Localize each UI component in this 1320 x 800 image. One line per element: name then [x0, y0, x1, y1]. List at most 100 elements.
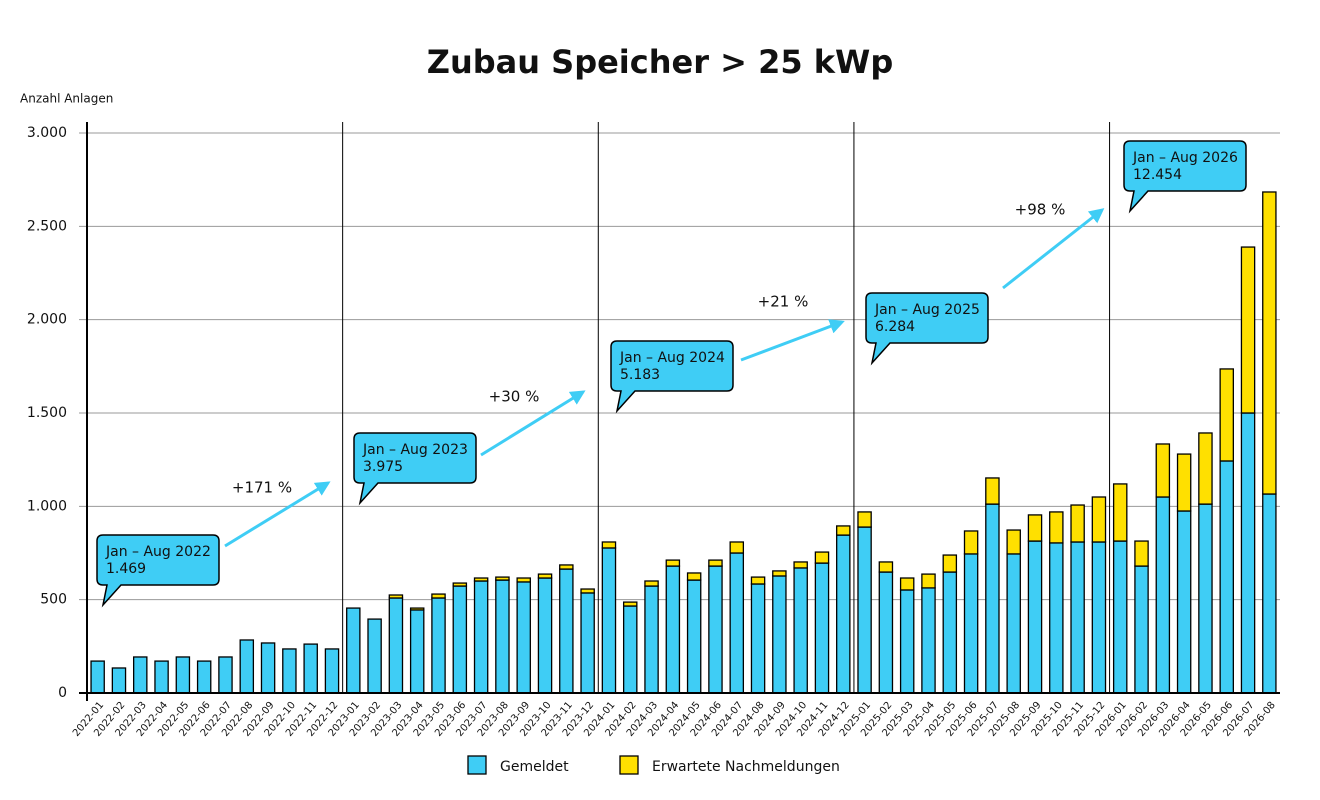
bar-segment [1027, 540, 1043, 694]
bar-segment [686, 572, 702, 581]
bar-segment [111, 667, 127, 694]
callout-total: 12.454 [1133, 167, 1182, 183]
bar-segment [175, 656, 191, 694]
bar-segment [1262, 191, 1277, 495]
bar-segment [452, 582, 468, 587]
bar-segment [857, 526, 872, 694]
bar-segment [495, 579, 510, 694]
chart-title: Zubau Speicher > 25 kWp [427, 43, 894, 81]
growth-arrow [1002, 208, 1105, 290]
bar-segment [1176, 453, 1192, 512]
bar-segment [1155, 443, 1171, 498]
legend-label: Gemeldet [500, 759, 569, 775]
bar-segment [921, 573, 936, 589]
bar-segment [388, 594, 404, 599]
callout [610, 340, 734, 414]
bar-segment [431, 593, 446, 599]
y-tick-label: 2.500 [27, 218, 67, 234]
bar-segment [580, 588, 595, 594]
bar-segment [346, 607, 361, 694]
bar-segment [1134, 565, 1149, 694]
bar-segment [303, 643, 318, 694]
y-tick-label: 1.000 [27, 498, 67, 514]
bar-segment [1070, 541, 1085, 694]
bar-segment [537, 573, 553, 579]
bar-segment [409, 609, 425, 694]
bar-segment [409, 607, 425, 611]
bar-segment [793, 567, 808, 694]
legend-swatch [467, 755, 487, 775]
bar-segment [1134, 540, 1149, 567]
bar-segment [750, 583, 766, 694]
callout-total: 3.975 [363, 459, 403, 475]
bar-segment [1091, 496, 1107, 543]
bar-segment [921, 587, 936, 694]
bar-segment [729, 541, 745, 554]
bar-segment [601, 541, 617, 549]
bar-segment [1049, 542, 1064, 694]
growth-arrow [740, 319, 845, 362]
y-tick-label: 1.500 [27, 405, 67, 421]
bar-segment [1219, 368, 1234, 462]
bar-segment [324, 648, 340, 694]
bar-segment [899, 577, 915, 591]
bar-segment [473, 577, 489, 582]
bar-segment [537, 577, 553, 694]
y-tick-label: 2.000 [27, 312, 67, 328]
bar-segment [878, 571, 894, 694]
growth-label: +98 % [1015, 201, 1066, 219]
callout [865, 292, 989, 366]
bar-segment [154, 660, 169, 694]
bar-segment [473, 580, 489, 694]
bar-segment [1112, 483, 1128, 542]
bar-segment [260, 642, 276, 694]
bar-segment [196, 660, 212, 694]
callout-title: Jan – Aug 2024 [619, 350, 725, 366]
bar-segment [495, 576, 510, 581]
bar-segment [1198, 503, 1213, 694]
bar-segment [1091, 541, 1107, 694]
bar-segment [985, 477, 1000, 505]
bar-segment [686, 579, 702, 694]
bar-segment [942, 571, 958, 694]
bar-segment [750, 576, 766, 585]
bar-segment [239, 639, 255, 694]
bar-segment [622, 605, 638, 694]
callout [353, 432, 477, 506]
bar-segment [1070, 504, 1085, 543]
bar-segment [516, 581, 531, 694]
bar-segment [644, 585, 659, 694]
bar-segment [622, 601, 638, 607]
callout [96, 534, 220, 608]
bar-segment [836, 534, 851, 694]
bar-segment [282, 648, 297, 694]
bar-segment [899, 589, 915, 694]
bar-segment [857, 511, 872, 528]
bar-segment [1155, 496, 1171, 694]
callout-title: Jan – Aug 2023 [362, 442, 468, 458]
bar-segment [963, 530, 979, 555]
bar-segment [1240, 412, 1256, 694]
bar-segment [559, 564, 574, 570]
callout-title: Jan – Aug 2026 [1132, 150, 1238, 166]
bar-segment [836, 525, 851, 536]
y-tick-label: 3.000 [27, 125, 67, 141]
callout-total: 5.183 [620, 367, 660, 383]
bar-segment [1240, 246, 1256, 414]
callout-title: Jan – Aug 2022 [105, 544, 211, 560]
bar-segment [1006, 553, 1021, 694]
bar-segment [814, 551, 830, 564]
y-tick-label: 500 [40, 592, 67, 608]
bar-segment [1176, 510, 1192, 694]
bar-segment [708, 565, 723, 694]
bar-segment [133, 656, 148, 694]
growth-arrow [224, 481, 331, 548]
bar-segment [90, 660, 105, 694]
bar-segment [793, 561, 808, 569]
bar-segment [814, 562, 830, 694]
callout-total: 6.284 [875, 319, 915, 335]
bar-segment [1219, 460, 1234, 694]
growth-label: +30 % [489, 388, 540, 406]
bar-segment [942, 554, 958, 573]
